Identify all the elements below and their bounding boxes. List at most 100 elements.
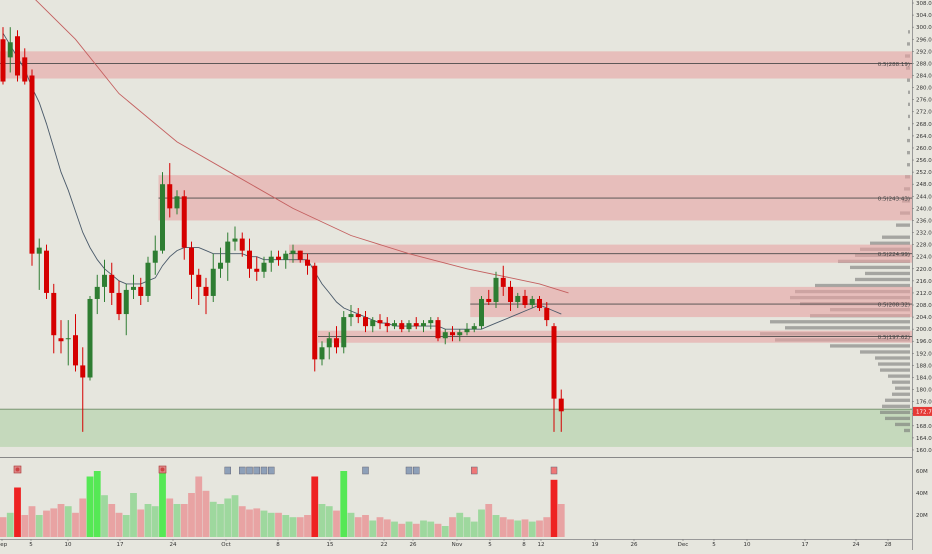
volume-bar <box>137 509 145 537</box>
candle-body <box>145 262 151 296</box>
candle-body <box>435 320 441 339</box>
price-tick-label: 176.00 <box>916 400 932 406</box>
candle <box>116 280 122 321</box>
profile-bar <box>885 416 910 421</box>
volume-signal-dot <box>160 467 165 472</box>
volume-signal-marker <box>362 466 369 475</box>
volume-bar <box>0 517 7 537</box>
time-tick-label: 5 <box>712 542 716 548</box>
volume-bar <box>282 515 290 537</box>
profile-bar <box>892 392 910 396</box>
volume-signal-marker <box>239 466 246 475</box>
volume-signal-marker <box>268 466 275 475</box>
volume-bar <box>521 519 529 537</box>
candle-body <box>471 326 477 330</box>
profile-bar <box>896 223 910 227</box>
candle-body <box>312 265 318 360</box>
candle <box>102 259 107 302</box>
candle <box>435 317 441 342</box>
volume-bar <box>144 504 152 537</box>
time-tick-label: Oct <box>221 542 231 548</box>
candle <box>450 326 455 342</box>
price-tick-label: 164.00 <box>916 436 932 442</box>
price-tick-label: 248.00 <box>916 182 932 188</box>
candle <box>189 241 194 299</box>
candle-body <box>218 262 223 269</box>
candle <box>319 341 325 366</box>
time-tick-label: 5 <box>29 542 33 548</box>
volume-bar <box>543 517 551 537</box>
candles <box>0 27 564 432</box>
price-tick-label: 256.00 <box>916 158 932 164</box>
candle <box>399 320 405 333</box>
volume-bar <box>405 521 413 537</box>
volume-bar <box>296 517 304 537</box>
price-tick-label: 280.00 <box>916 86 932 92</box>
volume-bar <box>420 520 427 537</box>
volume-bar <box>35 515 43 537</box>
candle-body <box>399 323 405 330</box>
candle-body <box>305 259 310 266</box>
candle <box>268 250 274 272</box>
volume-bar <box>333 510 340 537</box>
candle <box>558 389 564 432</box>
volume-bar <box>354 517 362 537</box>
candle <box>493 271 499 309</box>
volume-signal-marker <box>253 466 260 475</box>
time-tick-label: 8 <box>522 542 526 548</box>
candle <box>370 317 376 333</box>
volume-bar <box>6 512 14 537</box>
price-tick-label: 212.00 <box>916 291 932 297</box>
profile-bar <box>907 42 910 46</box>
volume-bar <box>391 521 398 537</box>
candle-body <box>196 274 202 287</box>
volume-bar <box>485 504 493 537</box>
candle-body <box>232 238 238 242</box>
price-tick-label: 252.00 <box>916 170 932 176</box>
current-price-tag <box>913 406 932 416</box>
candle-body <box>457 332 463 336</box>
candle-body <box>384 323 390 327</box>
price-tick-label: 204.00 <box>916 315 932 321</box>
time-tick-label: 12 <box>538 542 545 548</box>
candle <box>326 332 332 360</box>
candle-body <box>493 277 499 302</box>
candle-body <box>210 268 216 296</box>
candle-body <box>450 332 455 336</box>
candle-body <box>29 75 35 254</box>
volume-bar <box>434 523 442 537</box>
profile-bar <box>908 126 910 131</box>
price-tick-label: 260.00 <box>916 146 932 152</box>
volume-bar <box>362 515 369 537</box>
profile-bar <box>908 90 910 94</box>
profile-bar <box>880 410 910 415</box>
candle-body <box>225 241 231 263</box>
price-tick-label: 268.00 <box>916 122 932 128</box>
price-tick-label: 308.00 <box>916 1 932 7</box>
volume-bar <box>180 504 188 537</box>
volume-bar <box>267 512 275 537</box>
profile-bar <box>880 368 910 372</box>
candle-body <box>152 250 158 263</box>
profile-bar <box>882 235 910 239</box>
volume-bar <box>260 510 268 537</box>
profile-bar <box>870 241 910 245</box>
volume-bar <box>64 506 72 537</box>
candle-body <box>189 247 194 275</box>
candle-body <box>508 286 513 302</box>
candle <box>283 250 289 269</box>
volume-bar <box>528 521 536 537</box>
time-tick-label: 5 <box>488 542 492 548</box>
candle <box>145 256 151 302</box>
candle-body <box>515 295 521 302</box>
volume-bar <box>369 520 377 537</box>
profile-bar <box>895 386 910 390</box>
volume-tick-label: 20M <box>916 513 928 519</box>
time-tick-label: 24 <box>170 542 177 548</box>
candle <box>160 172 165 254</box>
candle-body <box>334 338 339 348</box>
profile-bar <box>855 277 910 282</box>
candle <box>290 244 296 263</box>
